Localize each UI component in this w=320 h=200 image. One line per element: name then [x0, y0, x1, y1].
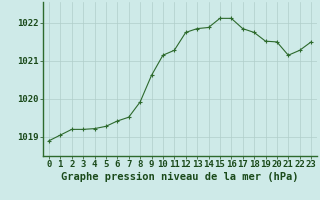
X-axis label: Graphe pression niveau de la mer (hPa): Graphe pression niveau de la mer (hPa) [61, 172, 299, 182]
